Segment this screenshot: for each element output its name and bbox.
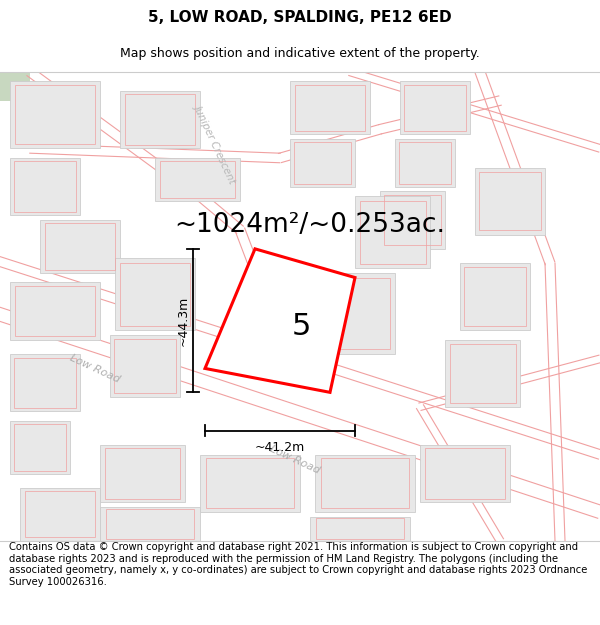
Polygon shape [310,517,410,541]
Text: Low Road: Low Road [68,352,122,384]
Polygon shape [10,421,70,474]
Bar [0,72,30,101]
Polygon shape [10,354,80,411]
Polygon shape [110,335,180,397]
Polygon shape [20,488,100,541]
Polygon shape [115,258,195,330]
Polygon shape [40,220,120,272]
Polygon shape [310,272,395,354]
Text: 5: 5 [292,312,311,341]
Text: ~44.3m: ~44.3m [176,296,190,346]
Polygon shape [355,196,430,268]
Text: Juniper Crescent: Juniper Crescent [193,102,238,184]
Text: Contains OS data © Crown copyright and database right 2021. This information is : Contains OS data © Crown copyright and d… [9,542,587,587]
Polygon shape [10,81,100,148]
Polygon shape [10,282,100,340]
Polygon shape [205,249,355,392]
Polygon shape [120,91,200,148]
Polygon shape [395,139,455,187]
Text: ~1024m²/~0.253ac.: ~1024m²/~0.253ac. [175,212,445,238]
Polygon shape [445,340,520,407]
Polygon shape [290,139,355,187]
Polygon shape [475,168,545,234]
Text: Map shows position and indicative extent of the property.: Map shows position and indicative extent… [120,48,480,61]
Polygon shape [380,191,445,249]
Polygon shape [100,507,200,541]
Text: Low Road: Low Road [268,443,322,475]
Polygon shape [100,445,185,503]
Text: 5, LOW ROAD, SPALDING, PE12 6ED: 5, LOW ROAD, SPALDING, PE12 6ED [148,11,452,26]
Polygon shape [155,158,240,201]
Polygon shape [460,263,530,330]
Polygon shape [400,81,470,134]
Polygon shape [420,445,510,503]
Polygon shape [200,454,300,512]
Polygon shape [290,81,370,134]
Text: ~41.2m: ~41.2m [255,441,305,454]
Polygon shape [315,454,415,512]
Polygon shape [10,158,80,216]
